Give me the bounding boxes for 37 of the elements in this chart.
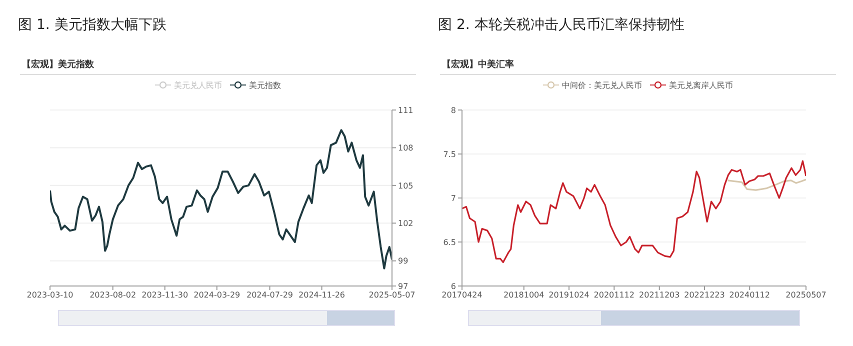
x-tick-label: 2024-03-29 <box>194 290 240 300</box>
x-tick-label: 2023-11-30 <box>142 290 188 300</box>
x-tick-label: 20221223 <box>684 290 725 300</box>
line-series <box>462 160 806 264</box>
line-series <box>50 129 392 270</box>
x-tick-label: 2024-07-29 <box>246 290 294 300</box>
chart-subtitle: 【宏观】中美汇率 <box>441 58 515 72</box>
legend-label: 中间价：美元兑人民币 <box>562 80 642 90</box>
line-series <box>726 178 806 191</box>
legend-label: 美元指数 <box>249 80 281 90</box>
x-tick-label: 2024-11-26 <box>298 290 346 300</box>
y-tick-label: 8 <box>450 106 456 115</box>
y-tick-label: 102 <box>398 218 414 228</box>
legend-label: 美元兑人民币 <box>174 80 222 90</box>
y-tick-label: 111 <box>398 106 414 115</box>
x-tick-label: 20250507 <box>786 290 826 300</box>
y-tick-label: 108 <box>398 144 414 153</box>
chart-subtitle: 【宏观】美元指数 <box>21 58 95 72</box>
x-tick-label: 20191024 <box>548 290 590 300</box>
y-tick-label: 105 <box>398 181 414 190</box>
y-tick-label: 7.5 <box>443 150 456 159</box>
x-tick-label: 20170424 <box>442 290 482 300</box>
chart-title: 图 1. 美元指数大幅下跌 <box>17 16 168 35</box>
legend-label: 美元兑离岸人民币 <box>669 80 733 90</box>
chart-title: 图 2. 本轮关税冲击人民币汇率保持韧性 <box>437 16 686 35</box>
y-tick-label: 97 <box>398 282 408 291</box>
x-tick-label: 2023-08-02 <box>90 290 136 300</box>
x-tick-label: 2025-05-07 <box>368 290 416 300</box>
x-tick-label: 20240112 <box>729 290 770 300</box>
y-tick-label: 6.5 <box>443 238 456 247</box>
x-tick-label: 20211203 <box>639 290 680 300</box>
x-tick-label: 20181004 <box>504 290 544 300</box>
y-tick-label: 7 <box>450 194 456 203</box>
y-tick-label: 99 <box>398 256 408 266</box>
x-tick-label: 20201112 <box>594 290 634 300</box>
x-tick-label: 2023-03-10 <box>26 290 74 300</box>
y-tick-label: 6 <box>450 282 456 291</box>
